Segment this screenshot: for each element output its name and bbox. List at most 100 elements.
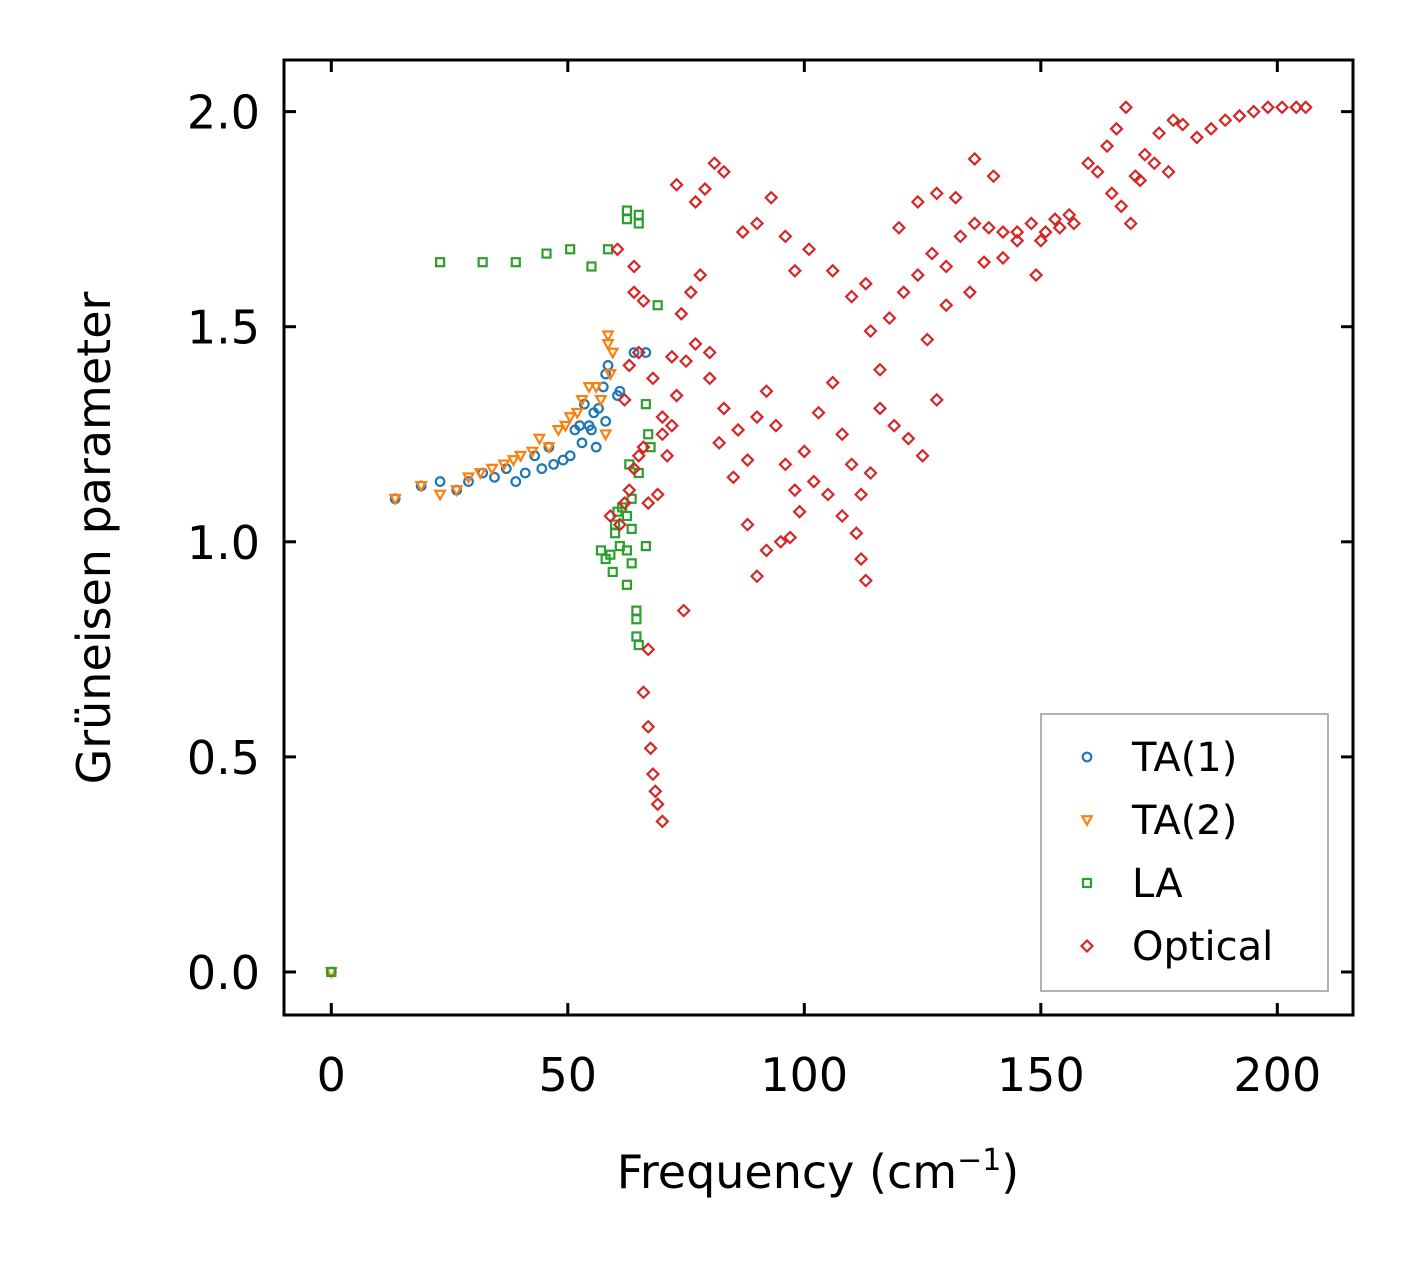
data-point [598, 429, 613, 442]
data-point [825, 375, 840, 390]
data-point [434, 476, 446, 487]
data-point [825, 263, 840, 278]
data-point [863, 323, 878, 339]
data-point [910, 268, 925, 283]
data-point [664, 349, 679, 364]
data-point [939, 259, 954, 274]
data-point [477, 257, 488, 268]
data-point [981, 220, 996, 235]
data-point [1038, 225, 1053, 240]
data-point [645, 442, 656, 453]
data-point [953, 229, 968, 244]
data-point [652, 300, 663, 311]
data-point [648, 784, 663, 799]
data-point [575, 394, 589, 407]
data-point [626, 259, 642, 274]
legend-entry: LA [1081, 861, 1183, 907]
data-point [626, 461, 642, 476]
data-point [854, 551, 869, 567]
data-point [586, 424, 597, 436]
plot-area [324, 100, 1313, 980]
data-point [844, 289, 859, 304]
legend-label: Optical [1132, 924, 1273, 970]
data-point [513, 450, 528, 463]
data-point [610, 528, 621, 539]
data-point [510, 476, 522, 487]
data-point [676, 603, 691, 618]
data-point [621, 545, 633, 556]
data-point [326, 966, 337, 978]
data-point [473, 468, 487, 481]
data-point [792, 504, 807, 519]
data-point [636, 685, 651, 700]
data-point [948, 190, 963, 205]
data-point [1232, 108, 1247, 123]
data-point [858, 573, 873, 588]
data-point [563, 412, 577, 425]
data-point [749, 569, 765, 584]
data-point [640, 541, 651, 552]
data-point [610, 242, 625, 257]
data-point [449, 485, 464, 498]
data-point [414, 480, 428, 493]
data-point [536, 463, 548, 475]
data-point [595, 545, 607, 556]
legend-entry: TA(1) [1081, 735, 1237, 781]
data-point [463, 476, 474, 487]
data-point [621, 214, 633, 225]
data-point [1123, 216, 1138, 231]
data-point [633, 218, 644, 229]
legend-marker [1081, 877, 1093, 889]
legend-marker [1080, 815, 1094, 828]
data-point [674, 306, 689, 321]
data-point [548, 458, 560, 470]
data-point [1175, 117, 1190, 132]
data-point [614, 385, 626, 397]
data-point [594, 394, 608, 407]
data-point [835, 508, 850, 524]
data-point [801, 242, 817, 257]
data-point [655, 427, 670, 442]
data-point [669, 177, 684, 192]
data-point [702, 345, 717, 360]
data-point [631, 605, 642, 616]
data-point [749, 409, 765, 425]
data-point [939, 298, 954, 313]
data-point [759, 543, 774, 558]
data-point [929, 392, 944, 407]
data-point [641, 719, 656, 734]
data-point [643, 741, 658, 756]
data-point [915, 448, 930, 463]
y-tick-label: 1.0 [187, 516, 260, 570]
data-point [1189, 130, 1204, 145]
data-point [1166, 113, 1181, 128]
data-point [664, 418, 679, 433]
legend-label: TA(1) [1131, 735, 1237, 781]
data-point [565, 244, 576, 255]
data-point [1066, 216, 1081, 231]
data-point [787, 483, 802, 498]
data-point [622, 483, 637, 498]
data-point [778, 229, 793, 244]
data-point [891, 220, 906, 235]
data-point [811, 405, 826, 420]
data-point [1010, 233, 1025, 248]
data-point [576, 437, 588, 449]
data-point [797, 444, 812, 459]
data-point [593, 403, 604, 414]
data-point [726, 470, 741, 485]
data-point [461, 472, 476, 485]
data-point [995, 225, 1011, 240]
data-point [887, 418, 902, 433]
y-axis-title: Grüneisen parameter [67, 291, 121, 784]
data-point [645, 371, 661, 386]
data-point [612, 517, 627, 532]
data-point [586, 261, 597, 272]
data-point [712, 435, 727, 450]
data-point [858, 276, 873, 291]
data-point [602, 360, 614, 371]
data-point [854, 487, 869, 502]
data-point [1204, 121, 1219, 136]
data-point [582, 382, 596, 394]
data-point [1010, 225, 1025, 240]
